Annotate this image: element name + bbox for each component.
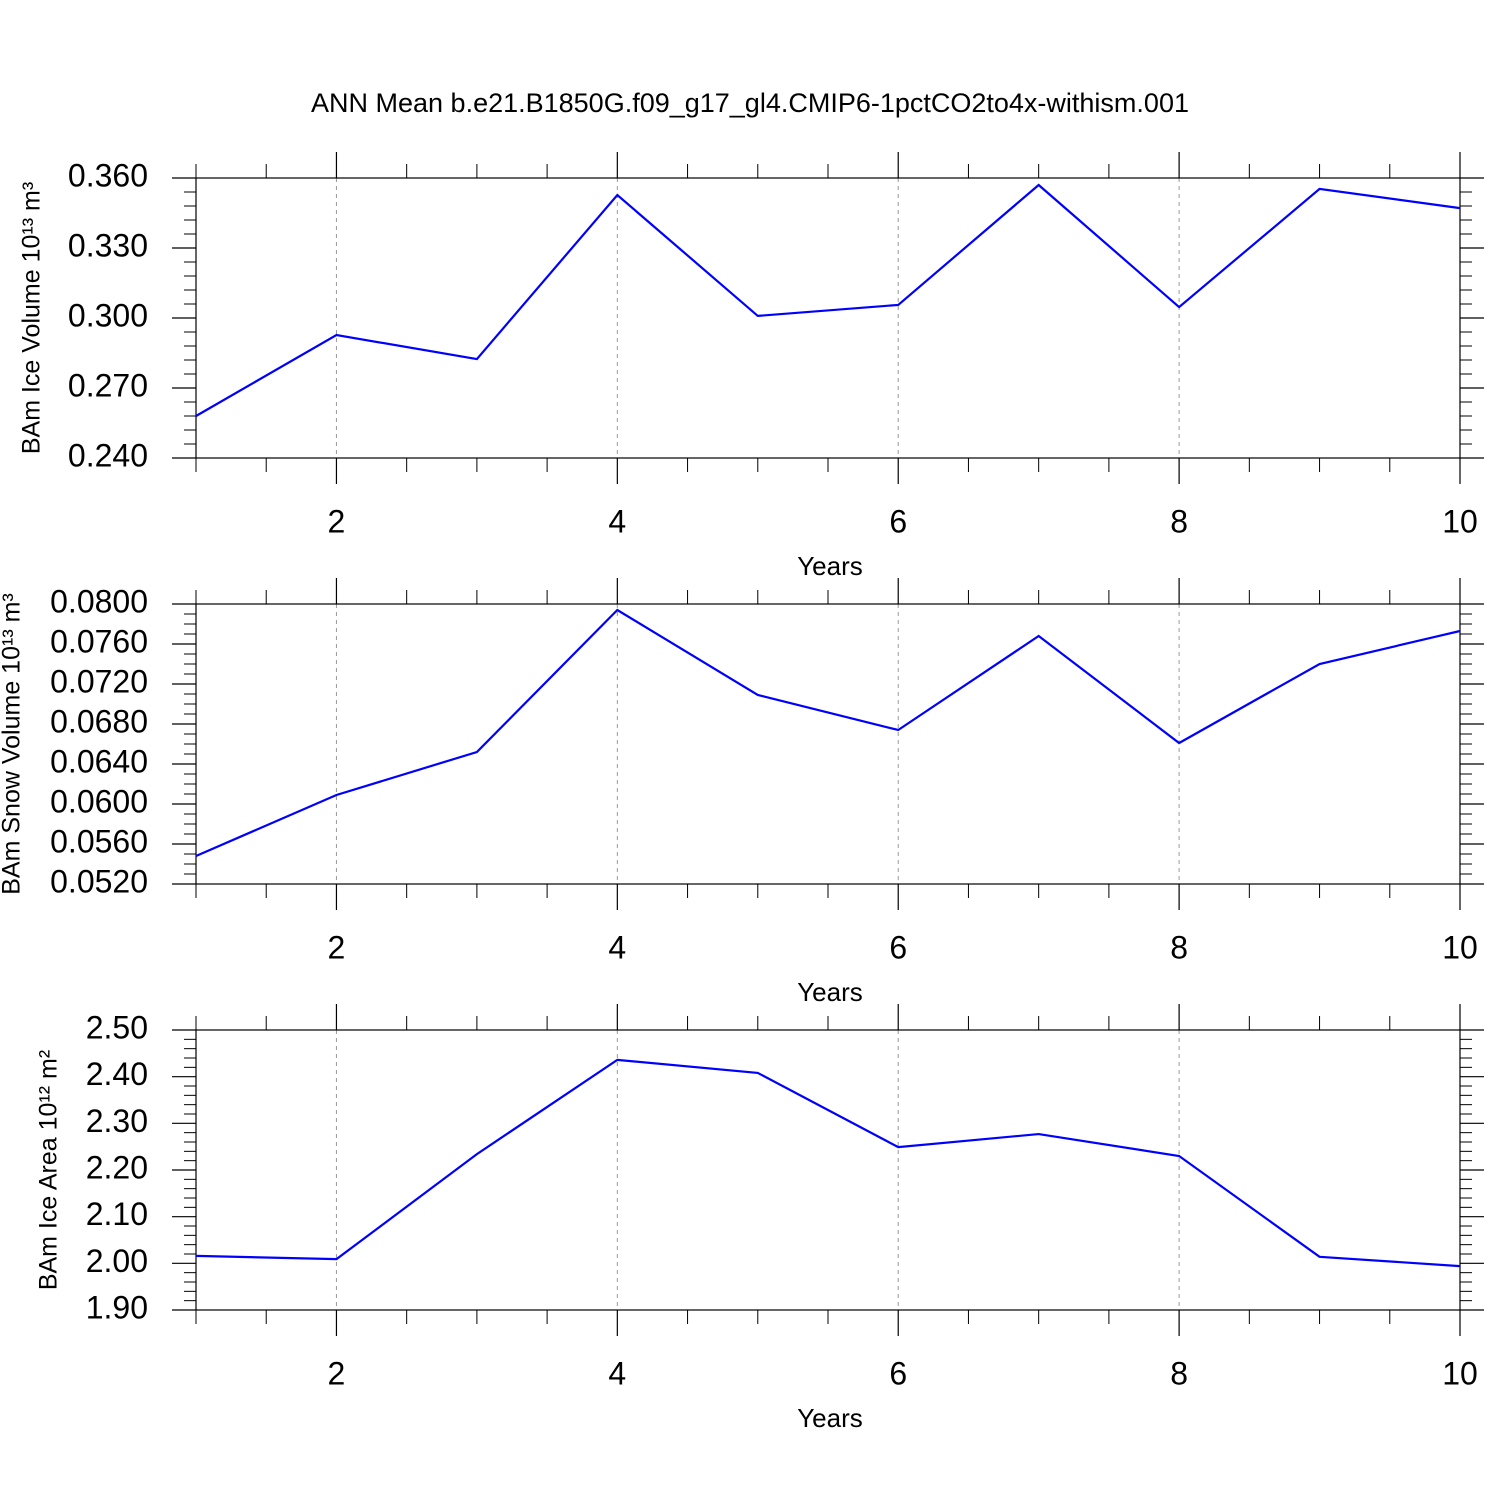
x-tick-label: 10 [1442,929,1478,965]
y-tick-label: 2.00 [86,1243,148,1279]
x-tick-label: 10 [1442,1355,1478,1391]
y-tick-label: 2.10 [86,1196,148,1232]
y-axis-label: BAm Snow Volume 10¹³ m³ [0,593,26,895]
y-tick-label: 2.20 [86,1149,148,1185]
y-axis-label: BAm Ice Volume 10¹³ m³ [18,182,46,454]
y-axis-label: BAm Ice Area 10¹² m² [35,1050,63,1290]
x-tick-label: 8 [1170,929,1188,965]
y-tick-label: 0.270 [68,367,148,403]
x-tick-label: 10 [1442,503,1478,539]
x-tick-label: 2 [328,503,346,539]
y-tick-label: 1.90 [86,1289,148,1325]
x-tick-label: 6 [889,1355,907,1391]
y-tick-label: 0.0560 [50,823,148,859]
y-tick-label: 0.300 [68,297,148,333]
y-tick-label: 0.330 [68,227,148,263]
y-tick-label: 0.0720 [50,663,148,699]
y-tick-label: 0.240 [68,437,148,473]
x-tick-label: 4 [608,929,626,965]
x-tick-label: 6 [889,503,907,539]
data-line [195,608,1461,858]
x-axis-label: Years [797,1403,863,1433]
x-tick-label: 4 [608,503,626,539]
figure-title: ANN Mean b.e21.B1850G.f09_g17_gl4.CMIP6-… [311,88,1189,118]
x-tick-label: 6 [889,929,907,965]
x-tick-label: 8 [1170,503,1188,539]
plot-frame [195,177,1461,459]
x-axis-label: Years [797,551,863,581]
data-line [195,183,1461,417]
y-tick-label: 0.0600 [50,783,148,819]
y-tick-label: 2.30 [86,1103,148,1139]
data-line [195,1058,1461,1268]
x-tick-label: 8 [1170,1355,1188,1391]
y-tick-label: 0.0520 [50,863,148,899]
y-tick-label: 0.0640 [50,743,148,779]
x-axis-label: Years [797,977,863,1007]
y-tick-label: 2.40 [86,1056,148,1092]
y-tick-label: 2.50 [86,1009,148,1045]
plot-frame [195,603,1461,885]
y-tick-label: 0.0800 [50,583,148,619]
x-tick-label: 4 [608,1355,626,1391]
y-tick-label: 0.0760 [50,623,148,659]
y-tick-label: 0.0680 [50,703,148,739]
x-tick-label: 2 [328,929,346,965]
plot-frame [195,1029,1461,1311]
y-tick-label: 0.360 [68,157,148,193]
x-tick-label: 2 [328,1355,346,1391]
